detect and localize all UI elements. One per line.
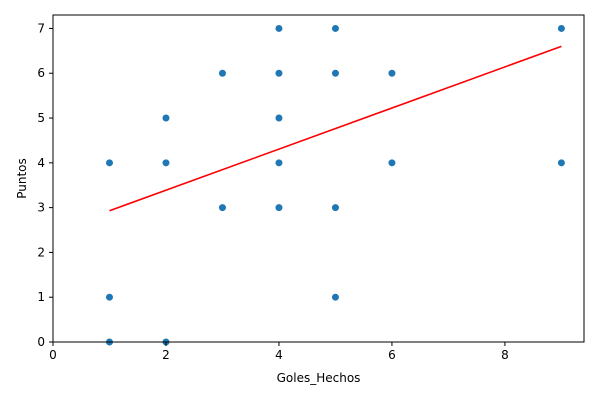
x-tick-label: 8 <box>501 348 509 362</box>
scatter-point <box>161 113 171 123</box>
x-tick-label: 6 <box>388 348 396 362</box>
scatter-point <box>105 158 114 167</box>
y-axis-ticks: 0 1 2 3 4 5 6 7 <box>37 21 53 349</box>
x-axis-label: Goles_Hechos <box>277 371 361 385</box>
y-tick-label: 5 <box>37 111 45 125</box>
scatter-point <box>274 203 284 212</box>
y-tick-label: 6 <box>37 66 45 80</box>
scatter-point <box>331 203 340 212</box>
y-tick-label: 4 <box>37 156 45 170</box>
scatter-point <box>557 158 566 167</box>
scatter-point <box>331 69 340 78</box>
plot-frame <box>52 14 585 343</box>
x-tick-label: 0 <box>49 348 57 362</box>
x-tick-label: 4 <box>275 348 283 362</box>
scatter-point <box>218 203 227 212</box>
scatter-point <box>274 24 284 33</box>
scatter-point <box>331 293 340 302</box>
y-tick-label: 3 <box>37 201 45 215</box>
scatter-point <box>331 24 340 33</box>
y-tick-label: 0 <box>37 335 45 349</box>
scatter-point <box>557 24 566 33</box>
trend-line-layer <box>109 45 562 212</box>
scatter-point <box>161 158 171 167</box>
y-tick-label: 2 <box>37 245 45 259</box>
scatter-point <box>387 158 397 167</box>
trend-line <box>109 45 562 212</box>
x-tick-label: 2 <box>162 348 170 362</box>
scatter-point <box>387 69 397 78</box>
scatter-point <box>274 113 284 123</box>
data-points <box>105 24 566 347</box>
scatter-point <box>105 293 114 302</box>
scatter-point <box>274 158 284 167</box>
x-axis-ticks: 0 2 4 6 8 <box>49 342 509 362</box>
scatter-point <box>218 69 227 78</box>
y-axis-label: Puntos <box>15 158 29 199</box>
y-tick-label: 7 <box>37 21 45 35</box>
scatter-point <box>274 69 284 78</box>
y-tick-label: 1 <box>37 290 45 304</box>
